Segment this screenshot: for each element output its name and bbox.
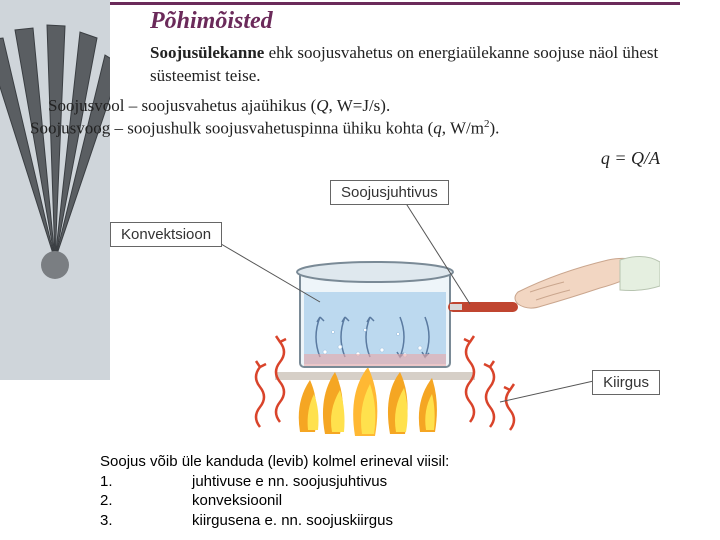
hand-icon <box>515 256 660 308</box>
definition-text: Soojusülekanne ehk soojusvahetus on ener… <box>150 42 700 88</box>
soojusvoog-mid: , W/m <box>442 119 484 138</box>
bottom-summary: Soojus võib üle kanduda (levib) kolmel e… <box>100 452 680 530</box>
soojusvoog-rest: soojushulk soojusvahetuspinna ühiku koht… <box>127 119 433 138</box>
list-text-2: konveksioonil <box>192 491 282 511</box>
soojusvool-line: Soojusvool – soojusvahetus ajaühikus (Q,… <box>48 96 700 116</box>
soojusvool-mid: , W=J/s). <box>329 96 391 115</box>
top-accent-bar <box>40 2 680 5</box>
heat-transfer-diagram: Konvektsioon Soojusjuhtivus Kiirgus <box>100 172 660 452</box>
sep2: – <box>110 119 127 138</box>
label-konvektsioon: Konvektsioon <box>110 222 222 247</box>
soojusvoog-label: Soojusvoog <box>30 119 110 138</box>
list-num-3: 3. <box>100 511 136 531</box>
symbol-Q: Q <box>316 96 328 115</box>
sep1: – <box>125 96 142 115</box>
soojusvoog-end: ). <box>489 119 499 138</box>
list-text-1: juhtivuse e nn. soojusjuhtivus <box>192 472 387 492</box>
soojusvool-rest: soojusvahetus ajaühikus ( <box>142 96 317 115</box>
pot-icon <box>297 262 518 367</box>
soojusvoog-line: Soojusvoog – soojushulk soojusvahetuspin… <box>30 118 710 139</box>
list-item-3: 3. kiirgusena e. nn. soojuskiirgus <box>100 511 680 531</box>
list-num-2: 2. <box>100 491 136 511</box>
formula: q = Q/A <box>601 148 660 169</box>
bottom-intro: Soojus võib üle kanduda (levib) kolmel e… <box>100 452 680 472</box>
list-text-3: kiirgusena e. nn. soojuskiirgus <box>192 511 393 531</box>
list-item-2: 2. konveksioonil <box>100 491 680 511</box>
turbine-blades-icon <box>0 0 110 380</box>
diagram-svg <box>100 172 660 452</box>
label-soojusjuhtivus: Soojusjuhtivus <box>330 180 449 205</box>
sidebar-decorative-image <box>0 0 110 380</box>
label-kiirgus: Kiirgus <box>592 370 660 395</box>
definition-term: Soojusülekanne <box>150 43 264 62</box>
list-item-1: 1. juhtivuse e nn. soojusjuhtivus <box>100 472 680 492</box>
slide-root: Põhimõisted Soojusülekanne ehk soojusvah… <box>0 0 720 540</box>
soojusvool-label: Soojusvool <box>48 96 125 115</box>
list-num-1: 1. <box>100 472 136 492</box>
symbol-q: q <box>433 119 442 138</box>
page-title: Põhimõisted <box>150 8 273 35</box>
